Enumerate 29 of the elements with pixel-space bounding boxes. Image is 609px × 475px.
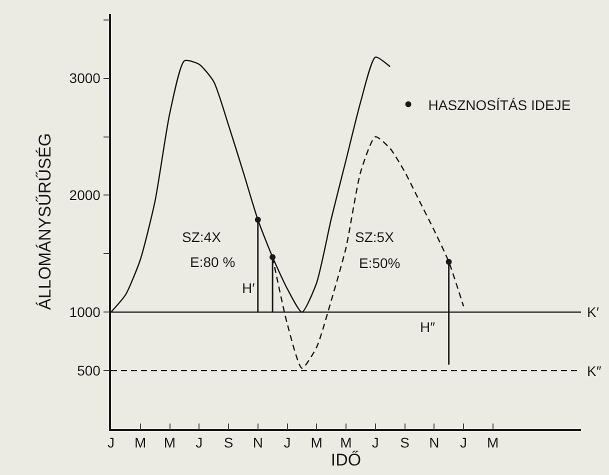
x-tick-label: J xyxy=(108,434,114,451)
x-tick-label: M xyxy=(134,434,146,451)
ref-line-label: K″ xyxy=(587,363,602,379)
annotation: E:50% xyxy=(359,255,400,271)
x-axis-title: IDŐ xyxy=(330,450,362,470)
y-tick-label: 3000 xyxy=(69,70,101,86)
y-tick-label: 500 xyxy=(77,362,101,378)
x-tick-label: M xyxy=(487,434,499,451)
x-tick-label: J xyxy=(372,434,379,451)
x-tick-label: M xyxy=(164,434,176,451)
x-tick-label: S xyxy=(400,434,410,451)
annotation: H″ xyxy=(420,319,436,335)
x-tick-label: N xyxy=(429,434,440,451)
y-tick-label: 1000 xyxy=(69,304,101,320)
ref-line-label: K′ xyxy=(587,304,600,320)
annotation: SZ:5X xyxy=(355,229,395,245)
x-tick-label: S xyxy=(224,434,234,451)
x-tick-label: M xyxy=(340,434,352,451)
y-tick-label: 2000 xyxy=(69,187,101,204)
x-tick-label: J xyxy=(284,434,291,451)
x-tick-label: J xyxy=(460,434,467,451)
annotation: SZ:4X xyxy=(182,229,222,245)
x-tick-label: M xyxy=(310,434,322,451)
legend-label: HASZNOSÍTÁS IDEJE xyxy=(428,96,571,113)
x-tick-label: N xyxy=(252,434,263,451)
x-tick-label: J xyxy=(196,434,203,451)
annotation: H′ xyxy=(242,280,256,296)
annotation: E:80 % xyxy=(190,254,236,270)
y-axis-title: ÁLLOMÁNYSŰRŰSÉG xyxy=(35,133,54,310)
